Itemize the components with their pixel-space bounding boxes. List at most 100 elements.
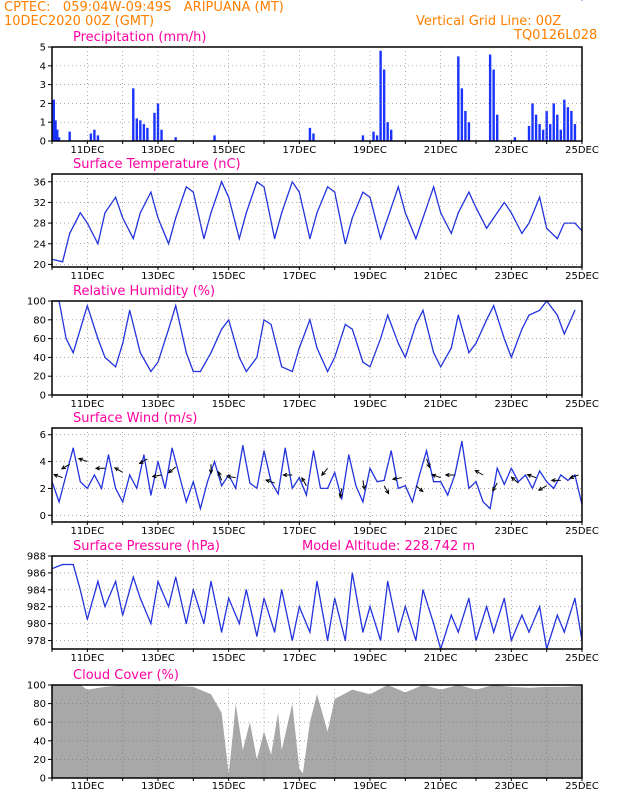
- precip-bar: [573, 124, 577, 141]
- x-tick-label: 23DEC: [494, 399, 528, 410]
- data-point: [369, 366, 371, 368]
- data-point: [521, 232, 523, 234]
- data-point: [228, 597, 230, 599]
- panel-5: 978 980 982 984 986 988 11DEC 13DEC 15DEC 17DEC 19…: [27, 539, 599, 664]
- data-point: [228, 196, 230, 198]
- precip-bar: [375, 135, 379, 141]
- precip-bar: [541, 129, 545, 141]
- y-tick-label: 0: [40, 137, 46, 148]
- y-tick-label: 4: [40, 61, 46, 72]
- data-point: [245, 212, 247, 214]
- data-point: [539, 196, 541, 198]
- plot-frame: [51, 173, 583, 268]
- data-point: [422, 309, 424, 311]
- wind-arrow-head: [537, 486, 543, 491]
- data-point: [327, 639, 329, 642]
- precip-bar: [538, 124, 541, 141]
- data-point: [281, 366, 283, 368]
- x-tick-label: 23DEC: [494, 781, 528, 792]
- precip-bar: [488, 54, 492, 141]
- data-point: [362, 501, 364, 503]
- data-point: [468, 191, 470, 193]
- data-point: [574, 309, 576, 311]
- data-point: [277, 493, 279, 495]
- precip-bar: [559, 129, 562, 141]
- wind-arrow-head: [167, 468, 173, 474]
- y-tick-label: 6: [40, 430, 46, 441]
- panel-title: Precipitation (mm/h): [73, 30, 206, 45]
- wind-arrow: [492, 482, 498, 492]
- data-point: [192, 370, 194, 373]
- wind-arrow-head: [113, 467, 119, 472]
- y-tick-label: 980: [27, 619, 46, 630]
- data-point: [139, 212, 141, 214]
- wind-arrow: [527, 474, 537, 479]
- data-point: [235, 487, 237, 489]
- data-point: [178, 474, 180, 476]
- data-point: [433, 623, 435, 625]
- data-point: [221, 181, 223, 183]
- data-point: [355, 485, 357, 487]
- data-point: [210, 580, 212, 583]
- data-point: [115, 580, 117, 583]
- data-point: [415, 323, 417, 326]
- wind-arrow: [321, 467, 328, 476]
- data-point: [341, 498, 343, 500]
- wind-arrow-head: [385, 489, 390, 495]
- y-tick-label: 982: [27, 602, 46, 613]
- data-point: [249, 482, 251, 484]
- precip-bar: [57, 137, 61, 141]
- data-point: [150, 494, 152, 496]
- data-point: [327, 487, 329, 489]
- data-point: [199, 370, 201, 373]
- data-point: [72, 352, 74, 354]
- data-point: [221, 328, 223, 330]
- x-tick-label: 15DEC: [212, 781, 246, 792]
- data-point: [450, 614, 452, 616]
- data-point: [221, 631, 223, 633]
- data-point: [79, 481, 81, 483]
- x-tick-label: 15DEC: [212, 526, 246, 537]
- x-tick-label: 13DEC: [141, 653, 175, 664]
- data-point: [528, 314, 530, 316]
- data-point: [192, 191, 194, 193]
- precip-bar: [549, 124, 552, 141]
- data-point: [397, 631, 399, 633]
- data-point: [344, 323, 346, 326]
- precip-bar: [566, 107, 570, 141]
- data-point: [185, 352, 187, 354]
- data-point: [387, 580, 389, 583]
- panel-2: 20 24 28 32 36 11DEC 13DEC 15DEC 17DEC 19DEC 21DEC…: [33, 157, 599, 282]
- x-tick-label: 19DEC: [353, 145, 387, 156]
- panel-title: Surface Wind (m/s): [73, 411, 197, 426]
- data-point: [560, 474, 562, 476]
- data-point: [503, 483, 505, 485]
- data-point: [581, 0, 583, 1]
- precip-bar: [467, 122, 471, 141]
- wind-arrow: [426, 458, 431, 468]
- wind-arrow: [53, 474, 63, 479]
- x-tick-label: 23DEC: [494, 271, 528, 282]
- x-tick-label: 21DEC: [424, 399, 458, 410]
- x-tick-label: 17DEC: [282, 399, 316, 410]
- precip-bar: [96, 135, 100, 141]
- data-point: [316, 580, 318, 583]
- wind-arrow: [415, 485, 424, 492]
- wind-arrow-head: [53, 473, 59, 478]
- wind-arrow: [78, 458, 88, 463]
- header-date: 10DEC2020 00Z (GMT): [4, 14, 155, 29]
- precip-bar: [372, 131, 375, 141]
- y-tick-label: 36: [33, 177, 46, 188]
- precip-bar: [68, 131, 71, 141]
- data-point: [563, 631, 565, 633]
- data-point: [486, 606, 488, 608]
- wind-arrow: [61, 463, 70, 470]
- data-point: [69, 232, 71, 234]
- wind-arrow-head: [444, 472, 450, 478]
- y-tick-label: 24: [33, 239, 46, 250]
- data-point: [86, 618, 88, 621]
- data-point: [115, 196, 117, 198]
- data-point: [457, 212, 459, 214]
- wind-arrow-head: [510, 476, 516, 482]
